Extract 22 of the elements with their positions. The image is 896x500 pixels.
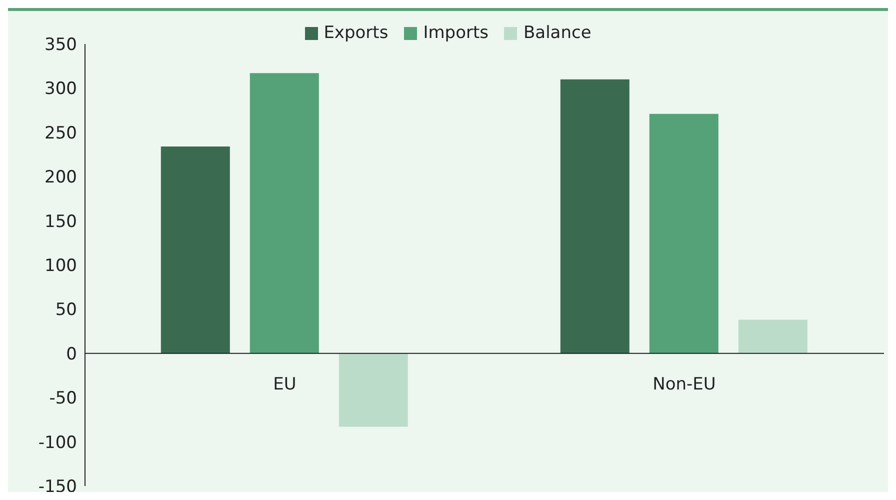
y-tick-label: 200 (44, 168, 77, 188)
legend-label: Balance (523, 23, 592, 43)
bar (738, 320, 808, 354)
x-tick-label: EU (273, 374, 296, 394)
x-tick-label: Non-EU (652, 374, 716, 394)
y-tick-label: -50 (49, 388, 77, 409)
y-tick-label: -100 (38, 432, 77, 453)
y-tick-label: 0 (66, 344, 77, 364)
y-tick-label: 100 (44, 256, 77, 276)
y-tick-label: 350 (44, 35, 77, 56)
bar (649, 114, 718, 354)
y-tick-label: 150 (44, 212, 77, 232)
y-tick-label: 250 (44, 123, 77, 144)
bar (160, 146, 230, 354)
y-tick-label: -150 (38, 477, 77, 498)
legend-label: Exports (324, 23, 388, 43)
legend-label: Imports (423, 23, 488, 43)
bar (560, 79, 630, 354)
y-tick-label: 50 (55, 300, 77, 320)
bar (250, 73, 319, 354)
y-tick-label: 300 (44, 79, 77, 100)
bar (338, 353, 408, 427)
